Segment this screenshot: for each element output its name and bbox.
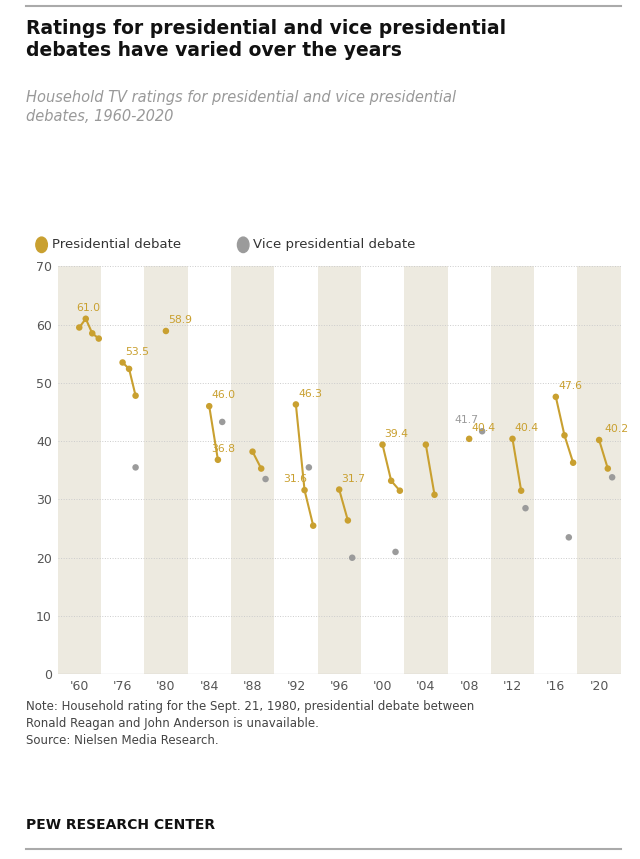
Point xyxy=(603,461,613,475)
Text: 53.5: 53.5 xyxy=(125,347,148,356)
Point xyxy=(386,474,396,488)
Text: PEW RESEARCH CENTER: PEW RESEARCH CENTER xyxy=(26,818,215,832)
Point xyxy=(420,438,431,452)
Point xyxy=(131,389,141,403)
Point xyxy=(212,453,223,466)
Point xyxy=(93,332,104,345)
Point xyxy=(508,432,518,446)
Text: 40.2: 40.2 xyxy=(604,424,628,434)
Point xyxy=(256,461,266,475)
Point xyxy=(559,429,570,442)
Point xyxy=(334,483,344,497)
Point xyxy=(291,398,301,411)
Text: 47.6: 47.6 xyxy=(558,381,582,391)
Bar xyxy=(577,266,621,674)
Text: 31.6: 31.6 xyxy=(283,474,307,484)
Point xyxy=(378,438,388,452)
Point xyxy=(564,531,574,545)
Text: 46.3: 46.3 xyxy=(298,388,322,399)
Bar xyxy=(231,266,274,674)
Bar xyxy=(274,266,317,674)
Point xyxy=(516,484,526,497)
Point xyxy=(607,471,617,484)
Text: 61.0: 61.0 xyxy=(76,303,100,313)
Bar xyxy=(447,266,491,674)
Text: Presidential debate: Presidential debate xyxy=(52,238,182,252)
Text: 46.0: 46.0 xyxy=(211,390,236,400)
Point xyxy=(74,320,84,334)
Text: 58.9: 58.9 xyxy=(168,315,192,326)
Bar xyxy=(188,266,231,674)
Bar xyxy=(361,266,404,674)
Point xyxy=(260,472,271,486)
Point xyxy=(131,460,141,474)
Point xyxy=(520,502,531,515)
Text: 39.4: 39.4 xyxy=(385,429,409,439)
Point xyxy=(124,362,134,375)
Text: 41.7: 41.7 xyxy=(454,416,478,425)
Point xyxy=(550,390,561,404)
Bar xyxy=(317,266,361,674)
Text: Household TV ratings for presidential and vice presidential
debates, 1960-2020: Household TV ratings for presidential an… xyxy=(26,90,456,124)
Point xyxy=(395,484,405,497)
Point xyxy=(343,514,353,527)
Point xyxy=(464,432,474,446)
Text: 36.8: 36.8 xyxy=(211,444,236,454)
Point xyxy=(594,433,604,447)
Point xyxy=(204,399,214,413)
Point xyxy=(390,545,401,559)
Text: 40.4: 40.4 xyxy=(515,423,539,433)
Point xyxy=(568,456,579,470)
Text: Vice presidential debate: Vice presidential debate xyxy=(253,238,416,252)
Point xyxy=(118,356,128,369)
Text: Note: Household rating for the Sept. 21, 1980, presidential debate between
Ronal: Note: Household rating for the Sept. 21,… xyxy=(26,700,474,747)
Bar xyxy=(144,266,188,674)
Point xyxy=(308,519,318,533)
Bar xyxy=(534,266,577,674)
Point xyxy=(304,460,314,474)
Text: 31.7: 31.7 xyxy=(341,473,365,484)
Bar xyxy=(58,266,101,674)
Point xyxy=(81,312,91,326)
Text: 40.4: 40.4 xyxy=(471,423,495,433)
Point xyxy=(87,326,97,340)
Point xyxy=(248,445,258,459)
Bar xyxy=(404,266,447,674)
Bar xyxy=(491,266,534,674)
Point xyxy=(300,484,310,497)
Bar xyxy=(101,266,144,674)
Text: Ratings for presidential and vice presidential
debates have varied over the year: Ratings for presidential and vice presid… xyxy=(26,19,506,60)
Point xyxy=(161,324,171,338)
Point xyxy=(477,424,487,438)
Point xyxy=(347,551,357,564)
Point xyxy=(217,415,227,429)
Point xyxy=(429,488,440,502)
